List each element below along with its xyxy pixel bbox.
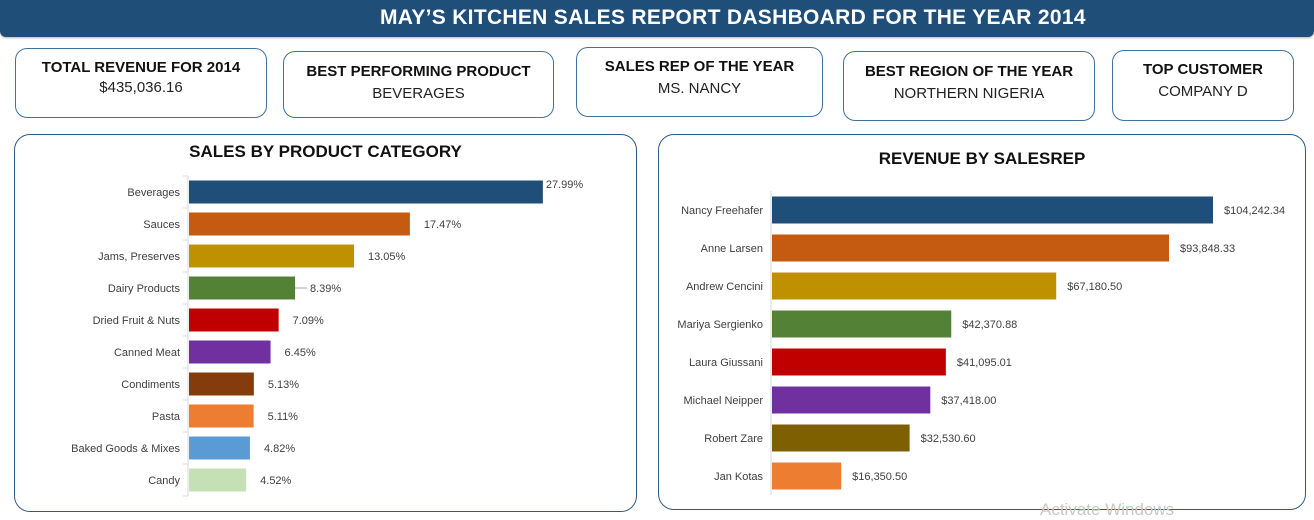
category-label: Beverages: [127, 187, 180, 199]
data-label: 5.13%: [268, 379, 299, 391]
kpi-label: SALES REP OF THE YEAR: [604, 58, 795, 75]
data-label: 8.39%: [310, 283, 341, 295]
data-label: 13.05%: [368, 251, 406, 263]
category-label: Sauces: [143, 219, 180, 231]
category-label: Andrew Cencini: [686, 281, 763, 293]
data-label: 27.99%: [546, 179, 584, 191]
category-label: Michael Neipper: [684, 395, 764, 407]
kpi-top-customer: TOP CUSTOMER COMPANY D: [1112, 50, 1294, 121]
data-label: $93,848.33: [1180, 243, 1235, 255]
bar-dried-fruit-nuts: [189, 308, 279, 332]
kpi-value: COMPANY D: [1158, 83, 1248, 100]
category-label: Pasta: [152, 411, 181, 423]
sales-by-category-chart: Beverages 27.99% Sauces 17.47% Jams, Preserv…: [71, 175, 584, 497]
data-label: 4.52%: [260, 475, 291, 487]
revenue-by-salesrep-chart: Nancy Freehafer $104,242.34 Anne Larsen $93…: [677, 191, 1285, 495]
bar-anne-larsen: [772, 234, 1170, 262]
bar-robert-zare: [772, 424, 910, 452]
category-label: Mariya Sergienko: [677, 319, 763, 331]
data-label: $41,095.01: [957, 357, 1012, 369]
data-label: $32,530.60: [921, 433, 976, 445]
bar-laura-giussani: [772, 348, 946, 376]
category-label: Canned Meat: [114, 347, 180, 359]
data-label: $16,350.50: [852, 471, 907, 483]
data-label: 6.45%: [285, 347, 316, 359]
category-label: Jan Kotas: [714, 471, 763, 483]
data-label: $104,242.34: [1224, 205, 1285, 217]
category-label: Baked Goods & Mixes: [71, 443, 180, 455]
category-label: Jams, Preserves: [98, 251, 180, 263]
category-label: Robert Zare: [704, 433, 763, 445]
bar-canned-meat: [189, 340, 271, 364]
bar-sauces: [189, 212, 410, 236]
data-label: $42,370.88: [962, 319, 1017, 331]
data-label: 17.47%: [424, 219, 462, 231]
kpi-label: TOP CUSTOMER: [1142, 61, 1264, 78]
bar-baked-goods-mixes: [189, 436, 250, 460]
bar-mariya-sergienko: [772, 310, 952, 338]
bar-dairy-products: [189, 276, 296, 300]
kpi-value: BEVERAGES: [372, 85, 465, 102]
category-label: Candy: [148, 475, 180, 487]
header-banner: MAY’S KITCHEN SALES REPORT DASHBOARD FOR…: [0, 0, 1314, 37]
kpi-label: TOTAL REVENUE FOR 2014: [41, 59, 241, 76]
category-label: Dried Fruit & Nuts: [93, 315, 181, 327]
bar-jams-preserves: [189, 244, 354, 268]
category-label: Dairy Products: [108, 283, 181, 295]
chart-title: REVENUE BY SALESREP: [878, 149, 1086, 168]
kpi-sales-rep: SALES REP OF THE YEAR MS. NANCY: [576, 47, 823, 117]
revenue-by-salesrep-panel: REVENUE BY SALESREP Nancy Freehafer $104,…: [658, 134, 1306, 510]
kpi-best-product: BEST PERFORMING PRODUCT BEVERAGES: [283, 51, 554, 118]
bar-candy: [189, 468, 247, 492]
kpi-value: MS. NANCY: [657, 80, 742, 97]
bar-jan-kotas: [772, 462, 842, 490]
category-label: Anne Larsen: [701, 243, 763, 255]
chart-title: SALES BY PRODUCT CATEGORY: [189, 142, 462, 161]
sales-by-category-panel: SALES BY PRODUCT CATEGORY Beverages 27.99…: [14, 134, 637, 512]
activate-windows-watermark: Activate Windows: [1040, 500, 1175, 519]
data-label: 4.82%: [264, 443, 295, 455]
category-label: Condiments: [121, 379, 180, 391]
data-label: $67,180.50: [1067, 281, 1122, 293]
bar-pasta: [189, 404, 254, 428]
dashboard-title: MAY’S KITCHEN SALES REPORT DASHBOARD FOR…: [380, 6, 1086, 29]
category-label: Nancy Freehafer: [681, 205, 763, 217]
category-label: Laura Giussani: [689, 357, 763, 369]
bar-condiments: [189, 372, 254, 396]
kpi-total-revenue: TOTAL REVENUE FOR 2014 $435,036.16: [15, 48, 267, 118]
kpi-value: $435,036.16: [99, 79, 183, 96]
bar-beverages: [189, 180, 543, 204]
kpi-value: NORTHERN NIGERIA: [893, 85, 1045, 102]
data-label: $37,418.00: [941, 395, 996, 407]
bar-nancy-freehafer: [772, 196, 1213, 224]
kpi-label: BEST PERFORMING PRODUCT: [306, 63, 531, 80]
kpi-label: BEST REGION OF THE YEAR: [864, 63, 1074, 80]
data-label: 5.11%: [268, 411, 299, 423]
kpi-best-region: BEST REGION OF THE YEAR NORTHERN NIGERIA: [843, 51, 1095, 121]
bar-michael-neipper: [772, 386, 931, 414]
data-label: 7.09%: [293, 315, 324, 327]
bar-andrew-cencini: [772, 272, 1057, 300]
